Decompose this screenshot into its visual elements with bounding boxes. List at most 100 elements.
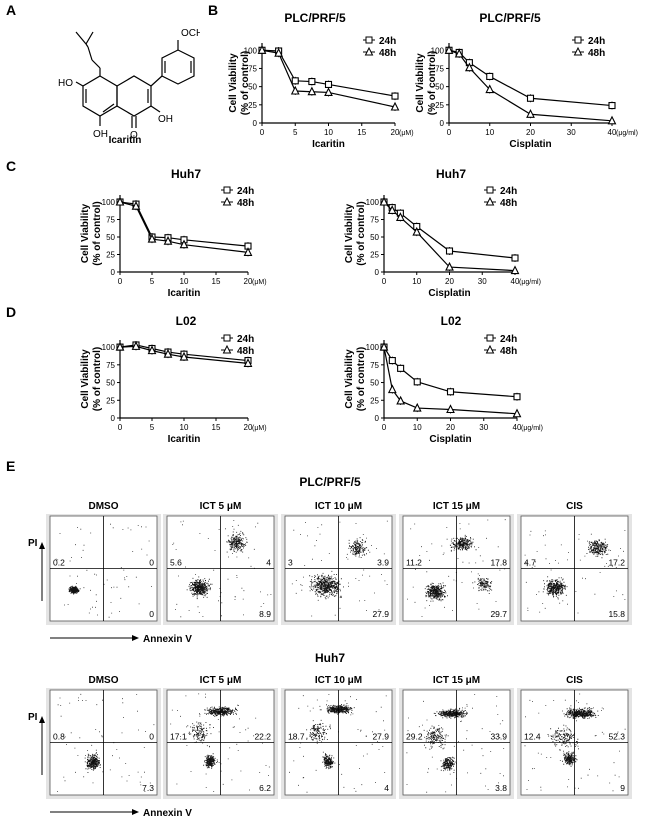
y-axis-title: Cell Viability	[344, 203, 355, 263]
chart-b2: 0 25 50 75 100 0 10 20 30 40 (μg/ml) Cisplatin PLC/P…	[415, 11, 638, 150]
y-tick-label: 100	[366, 343, 380, 352]
condition-label: ICT 10 μM	[315, 501, 362, 512]
x-unit-label: (μM)	[252, 279, 267, 286]
quadrant-upper-right: 0	[149, 558, 154, 568]
condition-label: DMSO	[89, 501, 119, 512]
quadrant-upper-left: 0.2	[53, 558, 65, 568]
quadrant-lower-right: 4	[384, 783, 389, 793]
event-dots	[172, 520, 272, 618]
legend-marker-48h	[485, 196, 495, 206]
quadrant-lower-right: 7.3	[142, 783, 154, 793]
quadrant-upper-left: 17.1	[170, 732, 187, 742]
x-unit-label: (μM)	[399, 130, 414, 137]
quadrant-lower-right: 0	[149, 609, 154, 619]
legend-marker-24h	[365, 36, 373, 44]
data-point-48h	[607, 115, 617, 125]
legend-label: 24h	[500, 186, 517, 197]
data-point-48h	[274, 47, 284, 57]
data-point-24h	[446, 388, 455, 396]
event-dots	[289, 694, 387, 793]
flow-plot: CIS 12.4 52.3 9	[517, 675, 632, 799]
x-axis-title: Icaritin	[168, 434, 201, 445]
icaritin-structure: OCH3 HO OH O OH Icaritin	[58, 28, 200, 146]
x-tick-label: 40	[513, 423, 522, 432]
y-axis-title: Cell Viability	[228, 53, 239, 113]
x-axis-title: Icaritin	[312, 139, 345, 150]
condition-label: ICT 10 μM	[315, 675, 362, 686]
chart-title: L02	[176, 314, 197, 328]
x-tick-label: 20	[526, 128, 535, 137]
y-axis-title: (% of control)	[92, 201, 103, 265]
flow-plot: ICT 15 μM 11.2 17.8 29.7	[399, 501, 514, 625]
annexin-axis-label: Annexin V	[143, 808, 192, 819]
x-tick-label: 15	[212, 423, 221, 432]
data-point-48h	[163, 235, 173, 245]
x-tick-label: 0	[118, 277, 123, 286]
y-tick-label: 25	[106, 396, 115, 405]
y-tick-label: 50	[370, 379, 379, 388]
carbonyl-o-label: O	[130, 130, 138, 141]
data-point-48h	[379, 196, 389, 206]
x-tick-label: 15	[357, 128, 366, 137]
y-tick-label: 100	[102, 198, 116, 207]
ho-label: HO	[58, 78, 73, 89]
quadrant-lower-right: 9	[620, 783, 625, 793]
chart-c1: 0 25 50 75 100 0 5 10 15 20 (μM) Icaritin Huh7 Cell V…	[80, 167, 267, 299]
flow-plot: ICT 5 μM 5.6 4 8.9	[163, 501, 278, 625]
panel-label-b: B	[208, 2, 219, 18]
x-tick-label: 0	[447, 128, 452, 137]
legend-marker-48h	[222, 344, 232, 354]
x-unit-label: (μg/ml)	[616, 130, 638, 137]
y-axis-title: Cell Viability	[344, 349, 355, 409]
chart-title: PLC/PRF/5	[479, 11, 541, 25]
y-tick-label: 25	[435, 101, 444, 110]
y-tick-label: 0	[440, 119, 445, 128]
event-dots	[524, 530, 626, 614]
y-tick-label: 50	[370, 233, 379, 242]
quadrant-upper-right: 27.9	[372, 732, 389, 742]
flow-plot: ICT 15 μM 29.2 33.9 3.8	[399, 675, 514, 799]
data-point-48h	[396, 395, 406, 405]
quadrant-upper-left: 4.7	[524, 558, 536, 568]
panel-label-c: C	[6, 158, 17, 174]
panel-label-e: E	[6, 458, 16, 474]
quadrant-upper-right: 0	[149, 732, 154, 742]
legend-marker-24h	[486, 186, 494, 194]
legend-label: 48h	[237, 346, 254, 357]
quadrant-upper-right: 17.2	[608, 558, 625, 568]
condition-label: CIS	[566, 501, 583, 512]
x-axis-title: Cisplatin	[429, 434, 471, 445]
data-point-48h	[395, 212, 405, 221]
data-point-48h	[526, 109, 535, 118]
data-point-48h	[510, 265, 520, 275]
pi-axis-label: PI	[28, 712, 38, 723]
y-tick-label: 0	[111, 268, 116, 277]
data-point-48h	[257, 45, 267, 54]
data-point-24h	[308, 77, 316, 86]
x-tick-label: 10	[180, 277, 189, 286]
legend-label: 24h	[379, 36, 396, 47]
x-tick-label: 30	[479, 423, 488, 432]
x-tick-label: 5	[293, 128, 298, 137]
legend-marker-48h	[485, 344, 495, 354]
y-tick-label: 75	[106, 361, 115, 370]
data-point-48h	[454, 48, 464, 58]
x-tick-label: 10	[412, 277, 421, 286]
quadrant-lower-right: 15.8	[608, 609, 625, 619]
flow-plot: DMSO 0.8 0 7.3	[46, 675, 161, 799]
x-unit-label: (μM)	[252, 425, 267, 432]
legend-label: 24h	[500, 334, 517, 345]
quadrant-upper-right: 22.2	[254, 732, 271, 742]
y-tick-label: 0	[375, 414, 380, 423]
chart-title: L02	[441, 314, 462, 328]
x-tick-label: 10	[324, 128, 333, 137]
condition-label: ICT 5 μM	[200, 501, 242, 512]
x-tick-label: 5	[150, 277, 155, 286]
data-point-48h	[131, 200, 141, 210]
data-point-48h	[147, 345, 157, 355]
pi-arrowhead	[39, 716, 45, 723]
flow-plot: CIS 4.7 17.2 15.8	[517, 501, 632, 625]
panel-label-a: A	[6, 2, 17, 18]
